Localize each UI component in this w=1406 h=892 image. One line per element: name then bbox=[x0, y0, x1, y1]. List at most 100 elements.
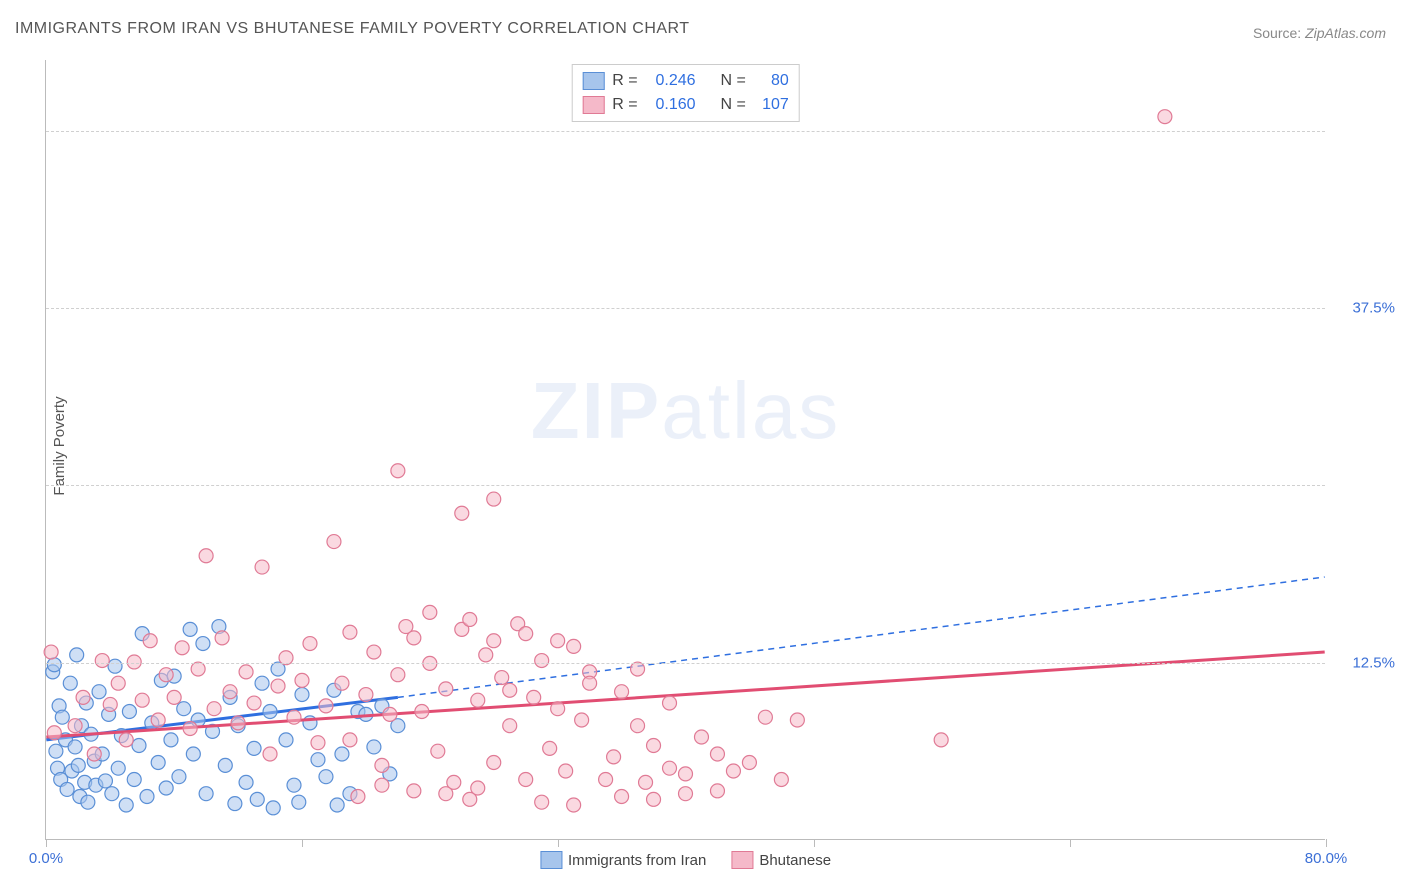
data-point-iran bbox=[68, 740, 82, 754]
data-point-bhutanese bbox=[742, 756, 756, 770]
gridline bbox=[46, 308, 1325, 309]
data-point-iran bbox=[218, 758, 232, 772]
x-tick bbox=[558, 839, 559, 847]
data-point-iran bbox=[55, 710, 69, 724]
data-point-bhutanese bbox=[407, 784, 421, 798]
n-value-bhutanese: 107 bbox=[754, 93, 789, 117]
gridline bbox=[46, 131, 1325, 132]
data-point-bhutanese bbox=[119, 733, 133, 747]
series-name-iran: Immigrants from Iran bbox=[568, 852, 706, 869]
data-point-bhutanese bbox=[1158, 110, 1172, 124]
data-point-bhutanese bbox=[335, 676, 349, 690]
data-point-iran bbox=[250, 792, 264, 806]
series-legend: Immigrants from IranBhutanese bbox=[540, 851, 831, 869]
swatch-iran bbox=[582, 72, 604, 90]
data-point-bhutanese bbox=[151, 713, 165, 727]
data-point-bhutanese bbox=[143, 634, 157, 648]
data-point-bhutanese bbox=[311, 736, 325, 750]
r-label: R = bbox=[612, 93, 637, 117]
data-point-bhutanese bbox=[710, 784, 724, 798]
data-point-bhutanese bbox=[103, 697, 117, 711]
data-point-bhutanese bbox=[503, 683, 517, 697]
data-point-iran bbox=[172, 770, 186, 784]
data-point-iran bbox=[47, 658, 61, 672]
data-point-bhutanese bbox=[351, 790, 365, 804]
data-point-bhutanese bbox=[199, 549, 213, 563]
n-label: N = bbox=[720, 93, 745, 117]
data-point-bhutanese bbox=[607, 750, 621, 764]
data-point-iran bbox=[266, 801, 280, 815]
data-point-iran bbox=[108, 659, 122, 673]
x-tick bbox=[46, 839, 47, 847]
data-point-bhutanese bbox=[47, 726, 61, 740]
data-point-bhutanese bbox=[303, 637, 317, 651]
data-point-bhutanese bbox=[487, 756, 501, 770]
data-point-bhutanese bbox=[631, 719, 645, 733]
chart-title: IMMIGRANTS FROM IRAN VS BHUTANESE FAMILY… bbox=[15, 20, 690, 38]
data-point-iran bbox=[127, 773, 141, 787]
data-point-bhutanese bbox=[519, 627, 533, 641]
data-point-bhutanese bbox=[471, 693, 485, 707]
data-point-bhutanese bbox=[367, 645, 381, 659]
data-point-bhutanese bbox=[694, 730, 708, 744]
data-point-bhutanese bbox=[647, 739, 661, 753]
data-point-iran bbox=[49, 744, 63, 758]
regression-extrapolation-iran bbox=[398, 577, 1325, 697]
y-tick-label: 12.5% bbox=[1352, 654, 1395, 671]
data-point-bhutanese bbox=[567, 639, 581, 653]
data-point-bhutanese bbox=[183, 722, 197, 736]
data-point-iran bbox=[177, 702, 191, 716]
data-point-bhutanese bbox=[567, 798, 581, 812]
data-point-bhutanese bbox=[239, 665, 253, 679]
data-point-bhutanese bbox=[327, 535, 341, 549]
data-point-bhutanese bbox=[191, 662, 205, 676]
data-point-bhutanese bbox=[391, 464, 405, 478]
data-point-bhutanese bbox=[247, 696, 261, 710]
data-point-bhutanese bbox=[543, 741, 557, 755]
data-point-bhutanese bbox=[455, 506, 469, 520]
data-point-bhutanese bbox=[663, 761, 677, 775]
data-point-bhutanese bbox=[599, 773, 613, 787]
data-point-bhutanese bbox=[615, 790, 629, 804]
data-point-iran bbox=[335, 747, 349, 761]
data-point-bhutanese bbox=[583, 676, 597, 690]
data-point-bhutanese bbox=[527, 690, 541, 704]
data-point-iran bbox=[63, 676, 77, 690]
data-point-iran bbox=[151, 756, 165, 770]
correlation-legend: R =0.246 N =80R =0.160 N =107 bbox=[571, 64, 800, 122]
data-point-bhutanese bbox=[758, 710, 772, 724]
data-point-bhutanese bbox=[207, 702, 221, 716]
data-point-bhutanese bbox=[383, 707, 397, 721]
gridline bbox=[46, 663, 1325, 664]
data-point-bhutanese bbox=[487, 492, 501, 506]
data-point-bhutanese bbox=[231, 716, 245, 730]
data-point-iran bbox=[81, 795, 95, 809]
n-value-iran: 80 bbox=[754, 69, 789, 93]
data-point-iran bbox=[159, 781, 173, 795]
data-point-bhutanese bbox=[551, 634, 565, 648]
data-point-bhutanese bbox=[575, 713, 589, 727]
source-label: Source: bbox=[1253, 25, 1301, 41]
data-point-iran bbox=[186, 747, 200, 761]
data-point-iran bbox=[92, 685, 106, 699]
data-point-iran bbox=[311, 753, 325, 767]
data-point-iran bbox=[98, 774, 112, 788]
data-point-iran bbox=[292, 795, 306, 809]
data-point-bhutanese bbox=[615, 685, 629, 699]
data-point-bhutanese bbox=[535, 795, 549, 809]
data-point-bhutanese bbox=[95, 654, 109, 668]
x-tick bbox=[1070, 839, 1071, 847]
swatch-bhutanese bbox=[582, 96, 604, 114]
r-value-iran: 0.246 bbox=[646, 69, 696, 93]
data-point-bhutanese bbox=[415, 705, 429, 719]
x-tick bbox=[814, 839, 815, 847]
data-point-iran bbox=[367, 740, 381, 754]
plot-area: ZIPatlas R =0.246 N =80R =0.160 N =107 I… bbox=[45, 60, 1325, 840]
data-point-bhutanese bbox=[359, 688, 373, 702]
data-point-bhutanese bbox=[934, 733, 948, 747]
r-value-bhutanese: 0.160 bbox=[646, 93, 696, 117]
data-point-iran bbox=[105, 787, 119, 801]
data-point-bhutanese bbox=[223, 685, 237, 699]
x-tick-label: 0.0% bbox=[29, 850, 63, 867]
chart-svg bbox=[46, 60, 1325, 839]
